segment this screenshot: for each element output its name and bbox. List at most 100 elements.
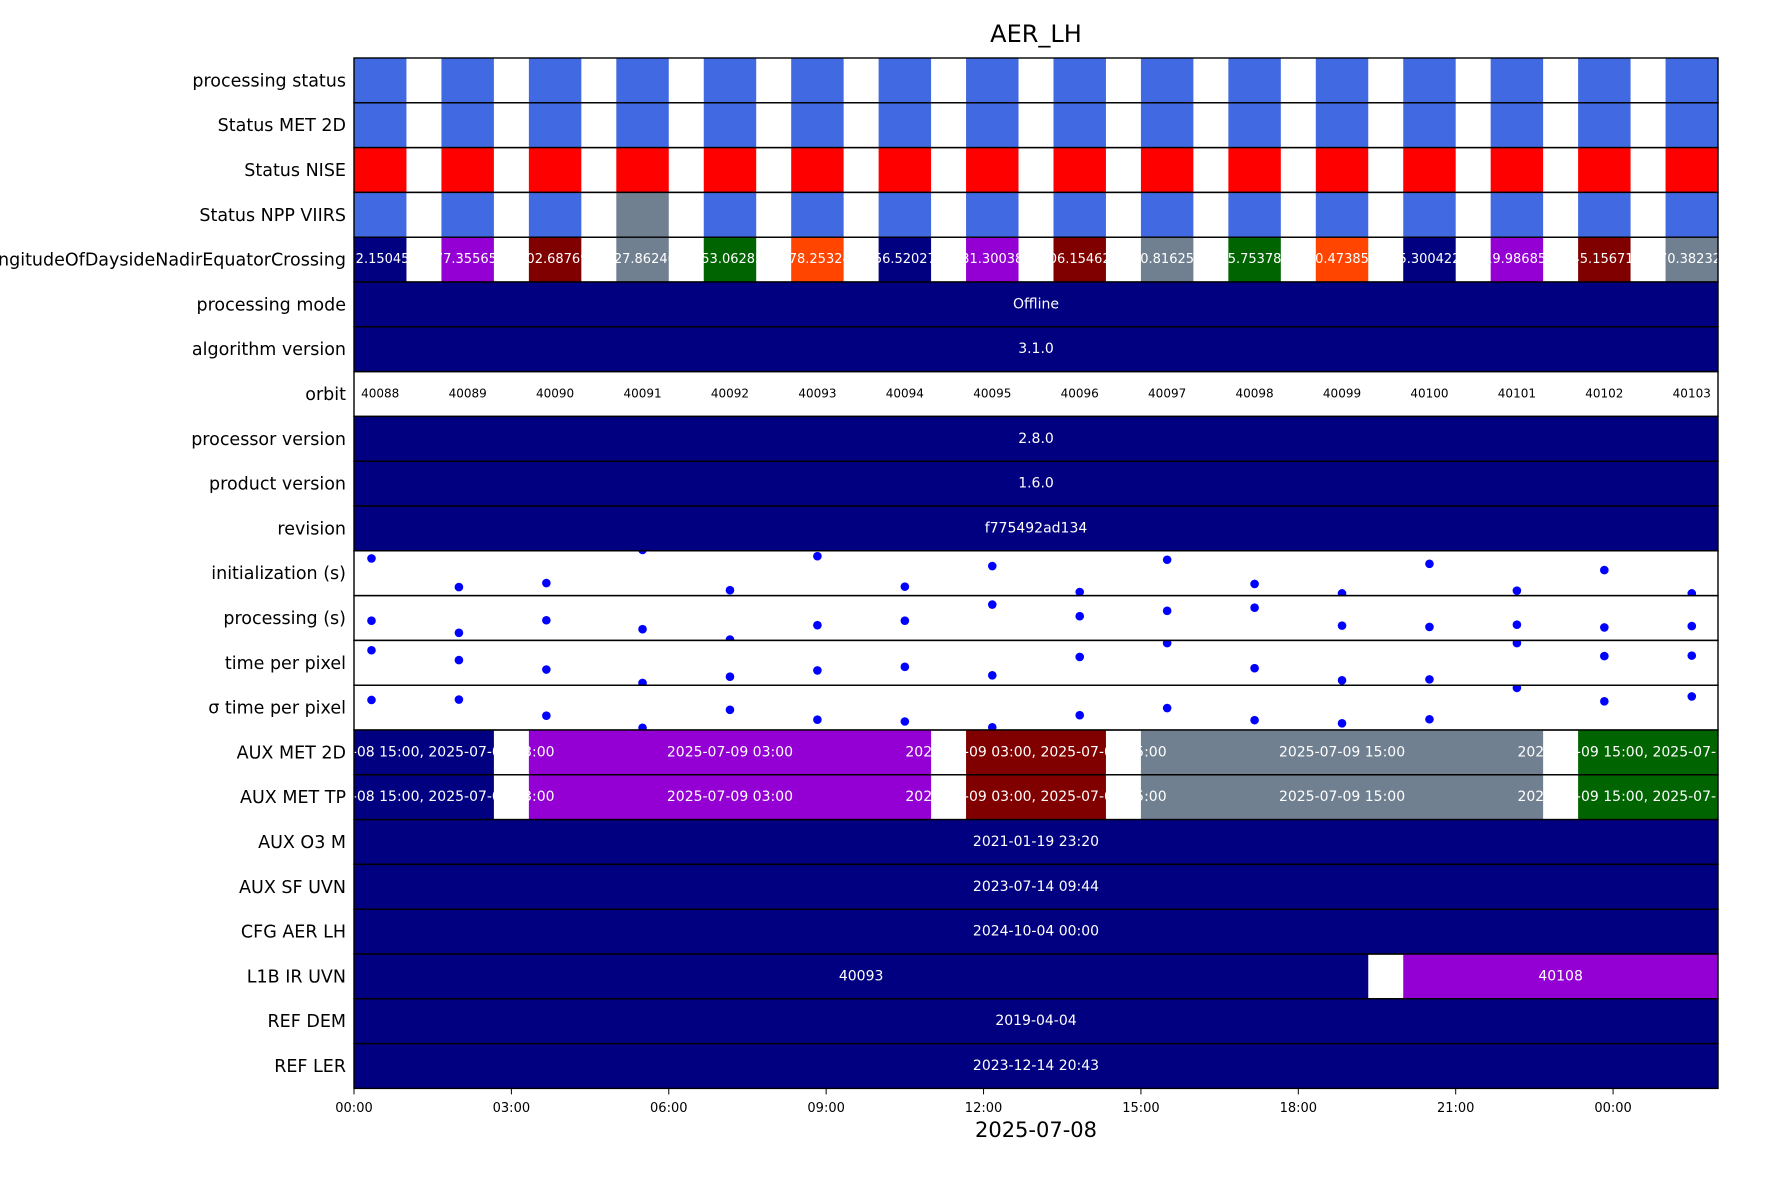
scatter-point [542, 665, 551, 674]
row-13 [367, 640, 1697, 686]
granule-bar [528, 192, 582, 238]
scatter-point [367, 554, 376, 563]
scatter-point [900, 662, 910, 672]
scatter-point [638, 550, 647, 555]
x-tick-label: 03:00 [493, 1101, 530, 1116]
lon-value-label: -102.687692 [513, 252, 596, 267]
row-21: 2019-04-04 [354, 998, 1718, 1044]
granule-bar [1490, 192, 1544, 238]
lon-value-label: 131.300381 [953, 252, 1032, 267]
scatter-point [1337, 718, 1347, 728]
granule-bar [703, 147, 757, 193]
span-label: 2024-10-04 00:00 [973, 924, 1099, 940]
granule-bar [1228, 147, 1281, 193]
granule-bar [1315, 147, 1369, 193]
granule-bar [966, 237, 1019, 282]
row-19: 2024-10-04 00:00 [354, 909, 1718, 954]
granule-bar [616, 237, 669, 282]
scatter-point [1600, 565, 1609, 575]
x-tick-label: 21:00 [1437, 1101, 1474, 1116]
scatter-point [987, 723, 997, 731]
row-2 [354, 147, 1718, 193]
granule-bar [1228, 192, 1281, 238]
row-frame [353, 594, 1719, 642]
scatter-point [1512, 685, 1522, 693]
span-bar [528, 730, 932, 775]
span-bar [354, 954, 1369, 999]
x-tick-label: 06:00 [650, 1101, 687, 1116]
orbit-label: 40088 [361, 387, 399, 401]
granule-bar [1053, 58, 1106, 103]
scatter-point [1162, 640, 1172, 648]
granule-bar [1140, 147, 1194, 193]
span-label: 2025-07-08 15:00, 2025-07-09 03:00 [293, 789, 554, 805]
scatter-point [725, 705, 735, 715]
granule-bar [878, 58, 932, 103]
row-label: CFG AER LH [241, 923, 346, 943]
lon-value-label: 80.816250 [1132, 252, 1202, 267]
row-label: processing (s) [223, 609, 346, 629]
scatter-point [1250, 715, 1259, 725]
orbit-label: 40090 [536, 387, 574, 401]
span-bar [1578, 730, 1718, 775]
granule-bar [528, 237, 582, 282]
orbit-label: 40098 [1235, 387, 1273, 401]
scatter-point [1425, 559, 1434, 569]
row-label: orbit [305, 385, 346, 405]
row-4: -52.150451 -77.355651 -102.687692 -127.8624… [354, 237, 1718, 282]
granule-bar [966, 102, 1019, 148]
span-label: 2025-07-09 03:00 [667, 744, 793, 760]
granule-bar [1403, 192, 1456, 238]
scatter-point [638, 723, 647, 731]
scatter-point [367, 695, 376, 705]
span-bar [528, 774, 932, 820]
row-label: processing status [192, 71, 346, 91]
granule-bar [1490, 237, 1544, 282]
x-axis-title: 2025-07-08 [974, 1118, 1098, 1142]
granule-bar [1053, 102, 1106, 148]
span-label: 2019-04-04 [995, 1013, 1076, 1029]
scatter-point [1075, 710, 1085, 720]
granule-bar [1053, 192, 1106, 238]
span-bar [354, 864, 1718, 910]
span-bar [354, 416, 1718, 462]
scatter-point [1425, 714, 1434, 724]
scatter-point [454, 628, 464, 638]
scatter-point [454, 695, 464, 704]
scatter-point [900, 616, 910, 625]
scatter-point [725, 585, 735, 595]
lon-value-label: -127.862469 [601, 252, 684, 267]
span-label: 2025-07-09 15:00, 2025-07-10 03:00 [1517, 744, 1771, 760]
scatter-point [542, 615, 551, 625]
granule-bar [528, 58, 582, 103]
scatter-point [1600, 623, 1609, 632]
granule-bar [1490, 58, 1544, 103]
orbit-label: 40100 [1410, 387, 1448, 401]
span-bar [1140, 774, 1544, 820]
span-label: Offline [1013, 296, 1059, 312]
scatter-point [987, 561, 997, 571]
row-label: algorithm version [192, 340, 346, 360]
orbit-label: 40096 [1061, 387, 1099, 401]
granule-bar [1490, 147, 1544, 193]
granule-bar [354, 102, 407, 148]
span-label: 2023-12-14 20:43 [973, 1058, 1099, 1074]
orbit-label: 40101 [1498, 387, 1536, 401]
lon-value-label: -19.986851 [1479, 252, 1554, 267]
span-label: 2023-07-14 09:44 [973, 879, 1099, 895]
row-label: longitudeOfDaysideNadirEquatorCrossing [0, 251, 346, 271]
granule-bar [1315, 192, 1369, 238]
span-bar [1578, 774, 1718, 820]
granule-bar [791, 58, 844, 103]
row-14 [367, 685, 1697, 731]
span-bar [354, 730, 494, 775]
granule-bar [878, 147, 932, 193]
span-bar [354, 506, 1718, 551]
granule-bar [1140, 237, 1194, 282]
granule-bar [1578, 147, 1631, 193]
granule-bar [616, 58, 669, 103]
granule-bar [703, 58, 757, 103]
granule-bar [1228, 237, 1281, 282]
orbit-label: 40103 [1673, 387, 1711, 401]
